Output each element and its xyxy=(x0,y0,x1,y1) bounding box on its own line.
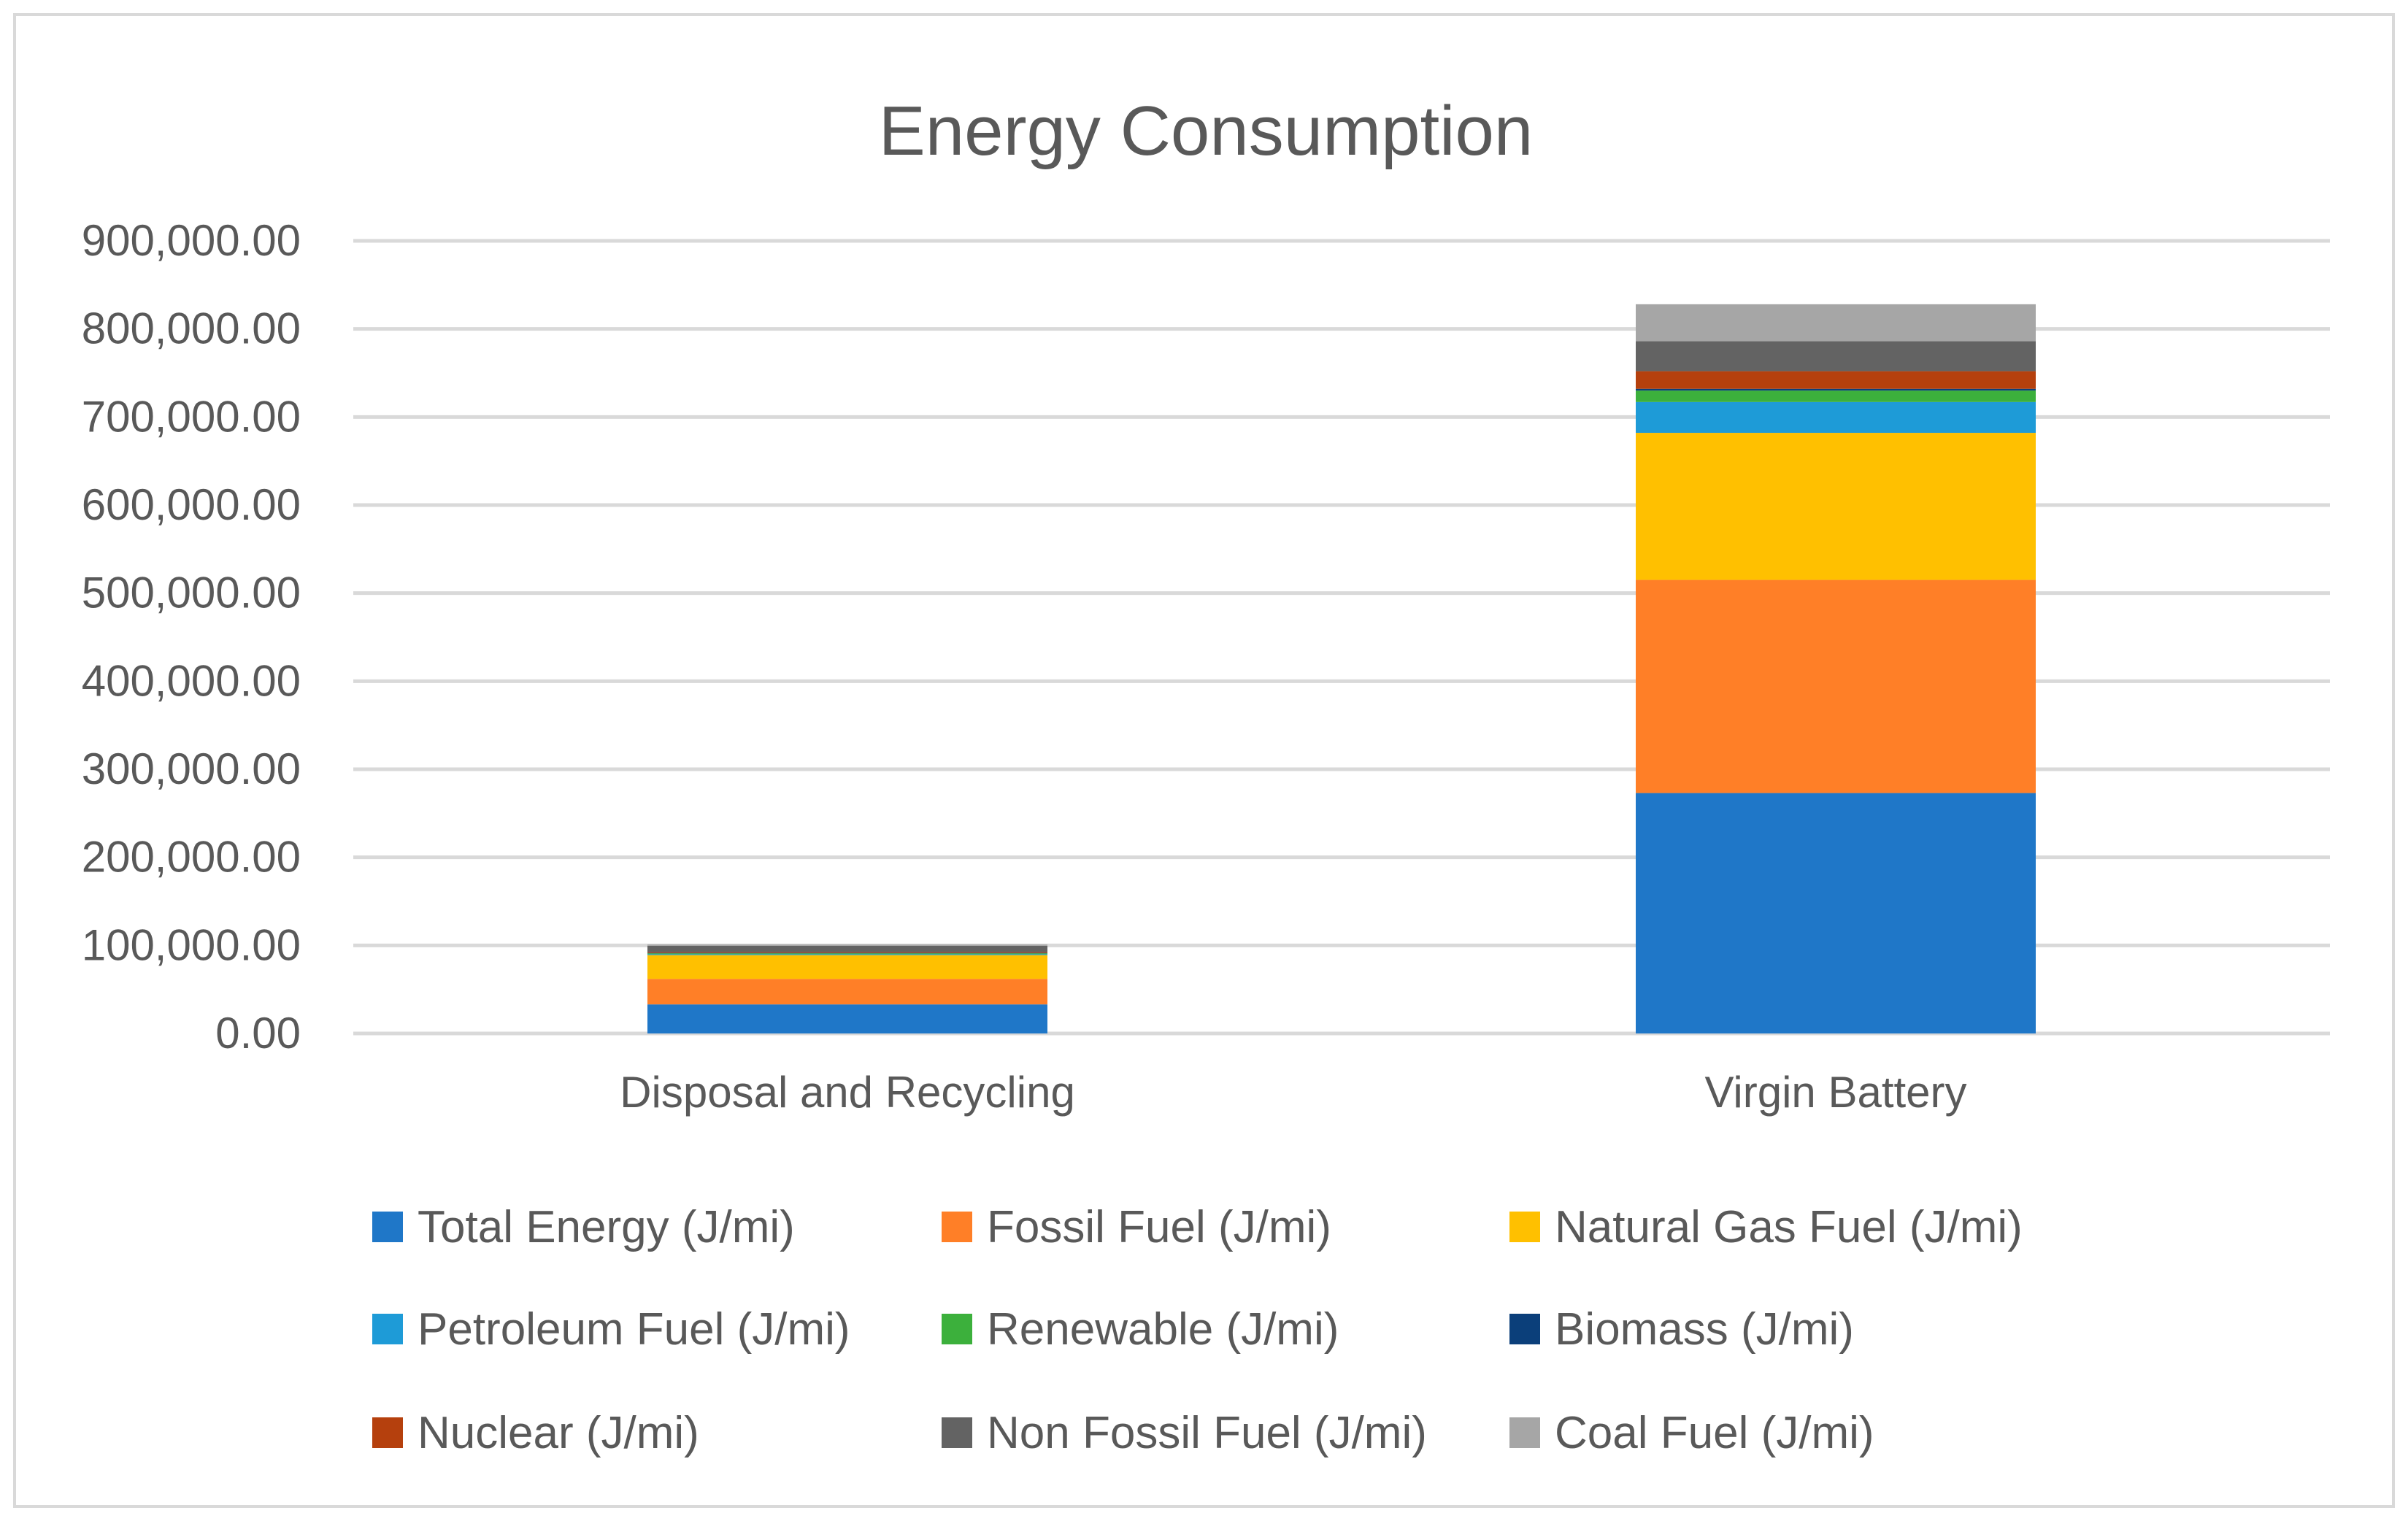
legend-label: Natural Gas Fuel (J/mi) xyxy=(1555,1202,2023,1252)
legend-label: Coal Fuel (J/mi) xyxy=(1555,1408,1874,1458)
legend-swatch xyxy=(1509,1212,1540,1242)
legend-swatch xyxy=(1509,1314,1540,1344)
legend-label: Non Fossil Fuel (J/mi) xyxy=(987,1408,1427,1458)
y-tick-label: 100,000.00 xyxy=(82,920,301,969)
bar-segment xyxy=(647,954,1047,955)
legend-swatch xyxy=(372,1314,403,1344)
y-tick-label: 900,000.00 xyxy=(82,216,301,265)
y-tick-label: 800,000.00 xyxy=(82,304,301,353)
bar-segment xyxy=(647,955,1047,979)
legend-item: Biomass (J/mi) xyxy=(1509,1304,1854,1355)
legend-item: Fossil Fuel (J/mi) xyxy=(942,1202,1331,1252)
x-tick-label: Virgin Battery xyxy=(1704,1068,1966,1117)
legend-label: Total Energy (J/mi) xyxy=(418,1202,795,1252)
y-tick-label: 300,000.00 xyxy=(82,744,301,793)
chart-title: Energy Consumption xyxy=(879,92,1533,170)
legend: Total Energy (J/mi) Fossil Fuel (J/mi) Nat… xyxy=(372,1202,2023,1458)
chart-frame: Energy Consumption 0.00 100,000.00 200,000… xyxy=(13,13,2395,1508)
y-tick-label: 600,000.00 xyxy=(82,480,301,529)
y-tick-label: 500,000.00 xyxy=(82,569,301,617)
legend-swatch xyxy=(1509,1417,1540,1448)
bar-segment xyxy=(1636,304,2036,342)
x-tick-label: Disposal and Recycling xyxy=(620,1068,1075,1117)
legend-item: Nuclear (J/mi) xyxy=(372,1408,699,1458)
bar-segment xyxy=(647,1004,1047,1033)
bar-segment xyxy=(1636,390,2036,402)
legend-item: Renewable (J/mi) xyxy=(942,1304,1339,1355)
legend-item: Coal Fuel (J/mi) xyxy=(1509,1408,1874,1458)
legend-swatch xyxy=(942,1417,972,1448)
legend-swatch xyxy=(942,1314,972,1344)
bar-segment xyxy=(647,953,1047,955)
legend-label: Biomass (J/mi) xyxy=(1555,1304,1854,1355)
bar-segment xyxy=(647,979,1047,1005)
legend-label: Petroleum Fuel (J/mi) xyxy=(418,1304,850,1355)
bars xyxy=(647,304,2036,1033)
bar-segment xyxy=(647,952,1047,954)
legend-item: Total Energy (J/mi) xyxy=(372,1202,795,1252)
legend-item: Natural Gas Fuel (J/mi) xyxy=(1509,1202,2023,1252)
bar-segment xyxy=(647,945,1047,952)
bar-segment xyxy=(1636,401,2036,434)
y-tick-label: 200,000.00 xyxy=(82,833,301,882)
y-tick-label: 0.00 xyxy=(215,1009,301,1058)
y-tick-label: 700,000.00 xyxy=(82,392,301,441)
y-axis: 0.00 100,000.00 200,000.00 300,000.00 400,00… xyxy=(82,216,301,1058)
energy-consumption-chart: Energy Consumption 0.00 100,000.00 200,000… xyxy=(82,92,2330,1458)
legend-label: Renewable (J/mi) xyxy=(987,1304,1339,1355)
bar-segment xyxy=(1636,793,2036,1033)
legend-swatch xyxy=(942,1212,972,1242)
legend-label: Nuclear (J/mi) xyxy=(418,1408,699,1458)
legend-item: Non Fossil Fuel (J/mi) xyxy=(942,1408,1427,1458)
bar-segment xyxy=(1636,388,2036,391)
legend-swatch xyxy=(372,1417,403,1448)
bar-segment xyxy=(1636,341,2036,371)
x-axis: Disposal and Recycling Virgin Battery xyxy=(620,1068,1966,1117)
legend-item: Petroleum Fuel (J/mi) xyxy=(372,1304,850,1355)
y-tick-label: 400,000.00 xyxy=(82,656,301,705)
bar-segment xyxy=(1636,433,2036,580)
legend-label: Fossil Fuel (J/mi) xyxy=(987,1202,1331,1252)
bar-segment xyxy=(1636,371,2036,389)
bar-segment xyxy=(647,944,1047,946)
legend-swatch xyxy=(372,1212,403,1242)
bar-segment xyxy=(1636,579,2036,793)
